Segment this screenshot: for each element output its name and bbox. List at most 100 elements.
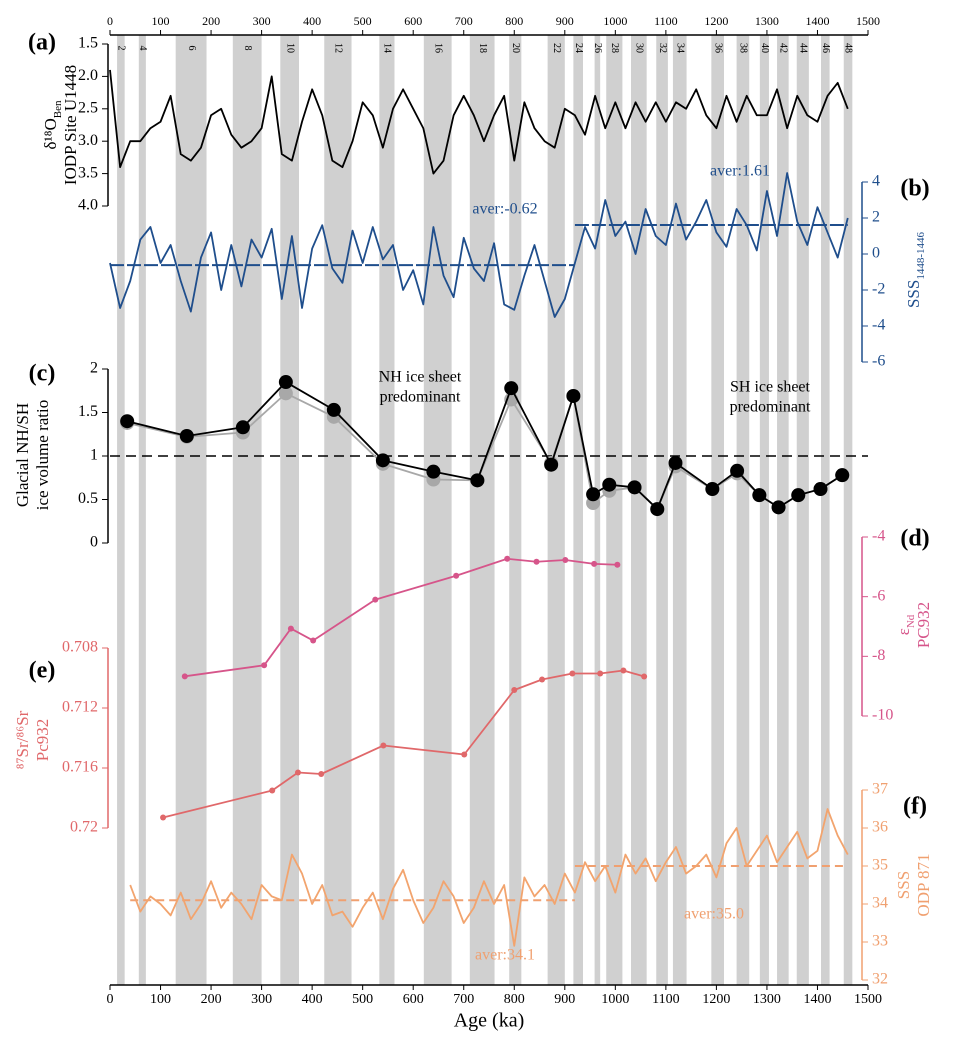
bottom-tick-label: 1300 xyxy=(753,992,781,1007)
y-axis-title: δ¹⁸OBen xyxy=(41,100,64,150)
glacial-band xyxy=(736,35,750,985)
y-tick-label: -4 xyxy=(872,528,885,545)
point xyxy=(181,673,188,680)
glacial-band xyxy=(280,35,299,985)
y-tick-label: 2.5 xyxy=(78,99,98,116)
glacial-band xyxy=(594,35,601,985)
bottom-tick-label: 1100 xyxy=(652,992,679,1007)
stage-label: 48 xyxy=(843,43,854,53)
y-tick-label: 37 xyxy=(872,781,888,798)
y-tick-label: -10 xyxy=(872,707,893,724)
top-tick-label: 800 xyxy=(505,14,523,28)
glacial-band xyxy=(117,35,125,985)
point xyxy=(668,455,683,470)
average-label: aver:35.0 xyxy=(684,906,744,923)
y-axis-title-text: ε xyxy=(894,628,913,635)
top-tick-label: 200 xyxy=(202,14,220,28)
point xyxy=(597,670,604,677)
point xyxy=(120,414,135,429)
point xyxy=(294,769,301,776)
y-tick-label: 35 xyxy=(872,857,888,874)
stage-label: 4 xyxy=(137,46,148,51)
stage-label: 12 xyxy=(333,43,344,53)
point xyxy=(705,482,720,497)
y-axis-title: ice volume ratio xyxy=(33,400,52,510)
y-axis-title: SSS1448-1446 xyxy=(904,231,927,308)
y-axis-title-text: ⁸⁷Sr/⁸⁶Sr xyxy=(13,710,32,769)
top-tick-label: 300 xyxy=(253,14,271,28)
point xyxy=(287,625,294,632)
bottom-tick-label: 300 xyxy=(251,992,272,1007)
point xyxy=(813,482,828,497)
series-line xyxy=(109,69,849,175)
stage-label: 36 xyxy=(712,43,723,53)
y-axis-title: Glacial NH/SH xyxy=(13,403,32,507)
stage-label: 8 xyxy=(242,46,253,51)
glacial-band xyxy=(175,35,207,985)
top-tick-label: 600 xyxy=(404,14,422,28)
stage-label: 28 xyxy=(609,43,620,53)
point xyxy=(453,572,460,579)
top-tick-label: 1200 xyxy=(704,14,728,28)
panel-label: (c) xyxy=(29,361,56,387)
y-axis-title-text: IODP Site U1448 xyxy=(61,65,80,185)
bottom-tick-label: 500 xyxy=(352,992,373,1007)
stage-label: 34 xyxy=(674,43,685,53)
stage-label: 44 xyxy=(798,43,809,53)
y-axis-title-text: Pc932 xyxy=(33,719,52,762)
stage-label: 14 xyxy=(382,43,393,53)
x-axis-title: Age (ka) xyxy=(454,1010,525,1032)
glacial-band xyxy=(672,35,687,985)
point xyxy=(791,488,806,503)
series-line xyxy=(109,172,849,318)
stage-label: 30 xyxy=(634,43,645,53)
bottom-tick-label: 1500 xyxy=(854,992,882,1007)
glacial-band xyxy=(573,35,583,985)
y-tick-label: -8 xyxy=(872,647,885,664)
point xyxy=(470,473,485,488)
point xyxy=(614,561,621,568)
point xyxy=(426,464,441,479)
y-tick-label: 0.5 xyxy=(78,490,98,507)
point xyxy=(511,687,518,693)
y-axis-title: PC932 xyxy=(914,602,933,648)
point xyxy=(269,787,276,794)
glacial-band xyxy=(138,35,146,985)
y-tick-label: 33 xyxy=(872,933,888,950)
y-tick-label: 0 xyxy=(872,245,880,262)
stage-label: 26 xyxy=(592,43,603,53)
point xyxy=(261,662,268,669)
glacial-band xyxy=(606,35,623,985)
y-tick-label: 2.0 xyxy=(78,67,98,84)
point xyxy=(504,555,511,562)
y-tick-label: 1.5 xyxy=(78,35,98,52)
stage-label: 42 xyxy=(778,43,789,53)
glacial-band xyxy=(232,35,262,985)
y-axis-title-text: Glacial NH/SH xyxy=(13,403,32,507)
point xyxy=(544,457,559,472)
bottom-tick-label: 1200 xyxy=(702,992,730,1007)
point xyxy=(235,420,250,435)
point xyxy=(591,560,598,567)
annotation: SH ice sheet xyxy=(730,379,811,396)
y-tick-label: -2 xyxy=(872,281,885,298)
top-tick-label: 500 xyxy=(354,14,372,28)
point xyxy=(730,463,745,478)
stage-label: 46 xyxy=(820,43,831,53)
series-line xyxy=(162,669,645,819)
bottom-tick-label: 1400 xyxy=(803,992,831,1007)
series-line xyxy=(129,808,849,947)
annotation: NH ice sheet xyxy=(379,369,462,386)
bottom-tick-label: 400 xyxy=(302,992,323,1007)
y-tick-label: -4 xyxy=(872,317,885,334)
y-tick-label: 1.5 xyxy=(78,403,98,420)
stage-label: 22 xyxy=(551,43,562,53)
point xyxy=(752,488,767,503)
bottom-tick-label: 900 xyxy=(554,992,575,1007)
point xyxy=(562,556,569,563)
glacial-band xyxy=(509,35,522,985)
y-tick-label: 1 xyxy=(90,447,98,464)
glacial-band xyxy=(379,35,395,985)
glacial-band xyxy=(711,35,724,985)
point xyxy=(372,596,379,603)
